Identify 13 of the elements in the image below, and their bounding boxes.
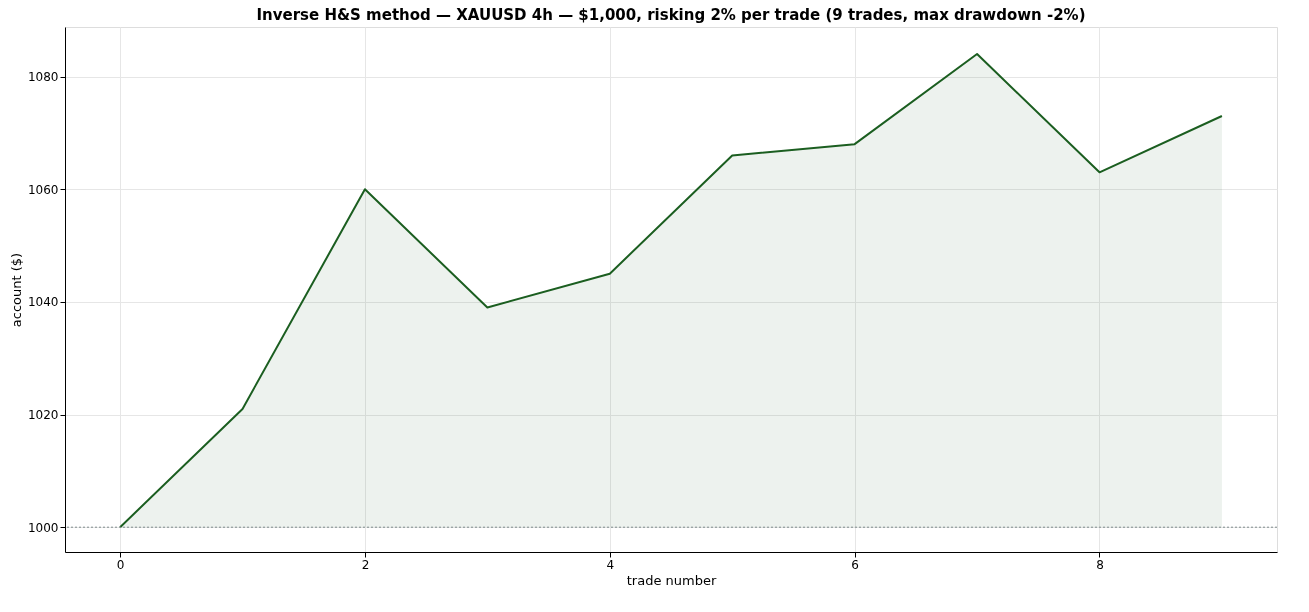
x-tick-label: 2 xyxy=(361,557,370,572)
y-tick-label: 1040 xyxy=(27,295,59,310)
x-tick-label: 8 xyxy=(1096,557,1104,572)
y-tick-label: 1060 xyxy=(27,182,59,197)
x-tick-label: 4 xyxy=(606,557,615,572)
y-tick-label: 1020 xyxy=(27,408,59,423)
x-tick-label: 0 xyxy=(116,557,125,572)
x-axis-title: trade number xyxy=(626,572,717,588)
y-tick-label: 1000 xyxy=(27,520,59,535)
chart-title: Inverse H&S method — XAUUSD 4h — $1,000, risking 2% per trade (9 trades, max drawdown -2%) xyxy=(256,6,1086,24)
y-tick-label: 1080 xyxy=(27,70,59,85)
x-tick-label: 6 xyxy=(851,557,859,572)
y-axis-title: account ($) xyxy=(8,252,24,328)
